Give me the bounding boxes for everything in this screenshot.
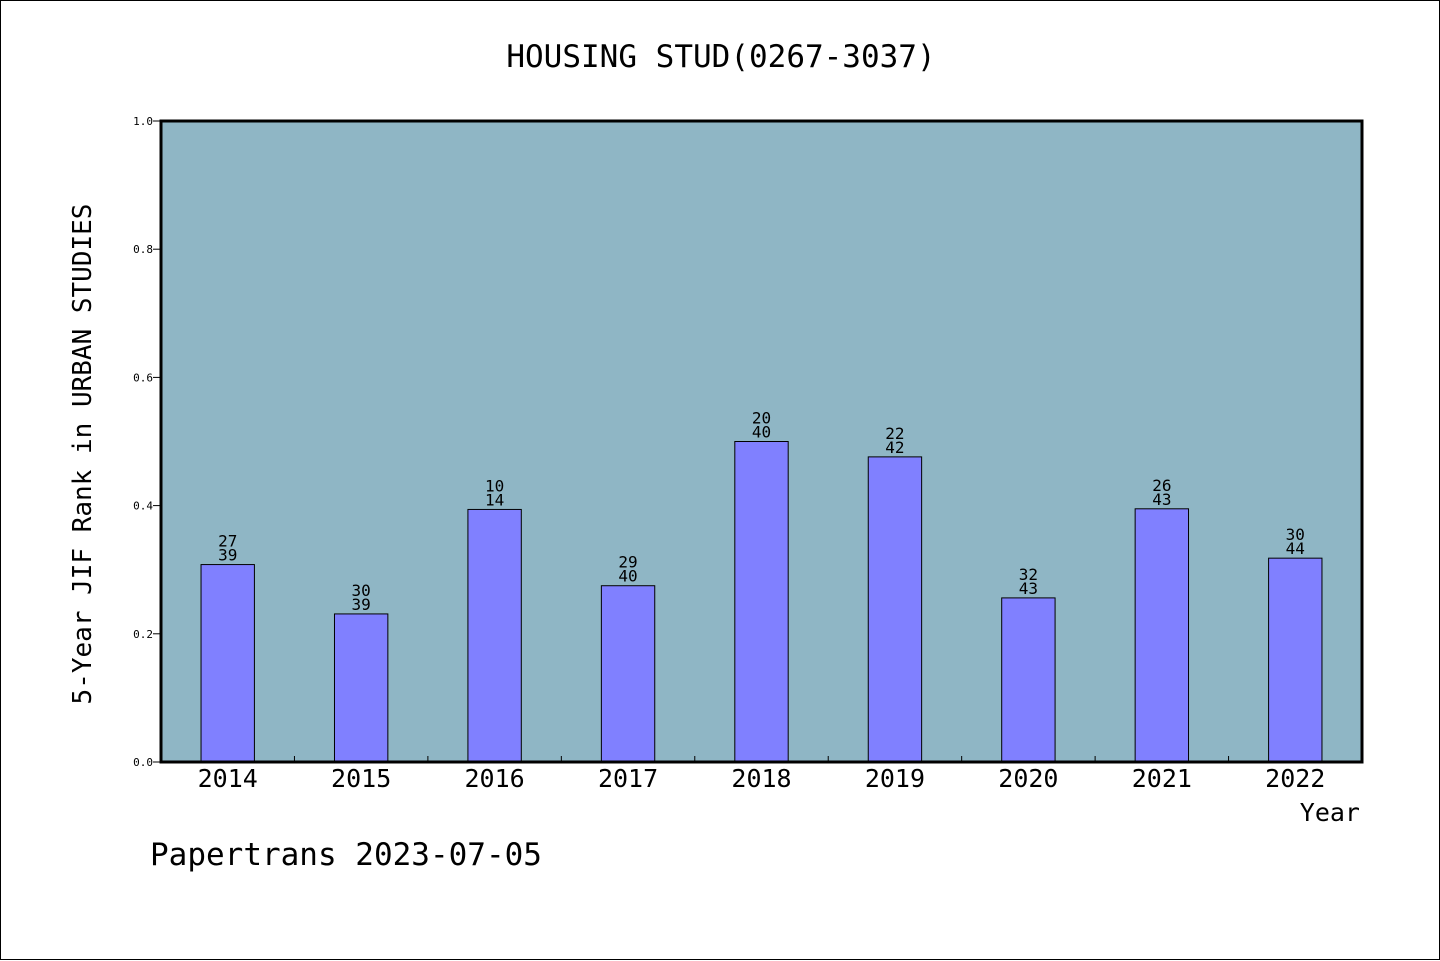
y-tick-label-2: 0.4 (133, 500, 153, 513)
bar-2022 (1268, 557, 1323, 763)
ticks-layer (153, 120, 1230, 763)
y-tick-label-3: 0.6 (133, 371, 153, 384)
y-tick-label-5: 1.0 (133, 115, 153, 128)
x-axis-label: Year (1300, 798, 1360, 827)
x-tick-label-2022: 2022 (1265, 764, 1325, 793)
bar-2019 (867, 456, 923, 763)
bar-total-label-2015: 39 (352, 595, 371, 614)
x-tick-label-2017: 2017 (598, 764, 658, 793)
plot-border (159, 119, 1364, 764)
bar-2020 (1001, 597, 1056, 763)
bar-total-label-2016: 14 (485, 490, 504, 509)
bar-2021 (1134, 508, 1190, 763)
bar-rank-label-2016: 10 (485, 476, 504, 495)
bar-total-label-2017: 40 (618, 567, 637, 586)
bar-rank-label-2018: 20 (752, 409, 771, 428)
bar-total-label-2018: 40 (752, 423, 771, 442)
x-tick-label-2015: 2015 (331, 764, 391, 793)
x-tick-label-2020: 2020 (998, 764, 1058, 793)
bar-total-label-2019: 42 (885, 438, 904, 457)
bar-rank-label-2017: 29 (618, 553, 637, 572)
bar-total-label-2021: 43 (1152, 490, 1171, 509)
footer-watermark: Papertrans 2023-07-05 (150, 837, 542, 873)
bar-rank-label-2015: 30 (352, 581, 371, 600)
x-tick-label-2019: 2019 (865, 764, 925, 793)
bar-rank-label-2022: 30 (1286, 525, 1305, 544)
y-axis-label: 5-Year JIF Rank in URBAN STUDIES (68, 204, 98, 705)
y-tick-label-0: 0.0 (133, 756, 153, 769)
bar-total-label-2014: 39 (218, 546, 237, 565)
bar-rank-label-2019: 22 (885, 424, 904, 443)
y-tick-label-4: 0.8 (133, 243, 153, 256)
x-tick-label-2021: 2021 (1132, 764, 1192, 793)
bar-rank-label-2021: 26 (1152, 476, 1171, 495)
bar-total-label-2020: 43 (1019, 579, 1038, 598)
chart-title: HOUSING STUD(0267-3037) (506, 39, 935, 75)
y-tick-label-1: 0.2 (133, 628, 153, 641)
bar-2015 (333, 613, 389, 763)
bars-layer (200, 441, 1323, 763)
x-tick-label-2016: 2016 (465, 764, 525, 793)
x-tick-label-2018: 2018 (731, 764, 791, 793)
labels-layer: 2739201430392015101420162940201720402018… (133, 115, 1325, 793)
bar-rank-label-2014: 27 (218, 532, 237, 551)
bar-2016 (467, 508, 522, 763)
bar-2017 (600, 585, 656, 763)
bar-2014 (200, 564, 255, 763)
bar-rank-label-2020: 32 (1019, 565, 1038, 584)
bar-2018 (734, 441, 789, 763)
x-tick-label-2014: 2014 (198, 764, 258, 793)
bar-total-label-2022: 44 (1286, 539, 1305, 558)
